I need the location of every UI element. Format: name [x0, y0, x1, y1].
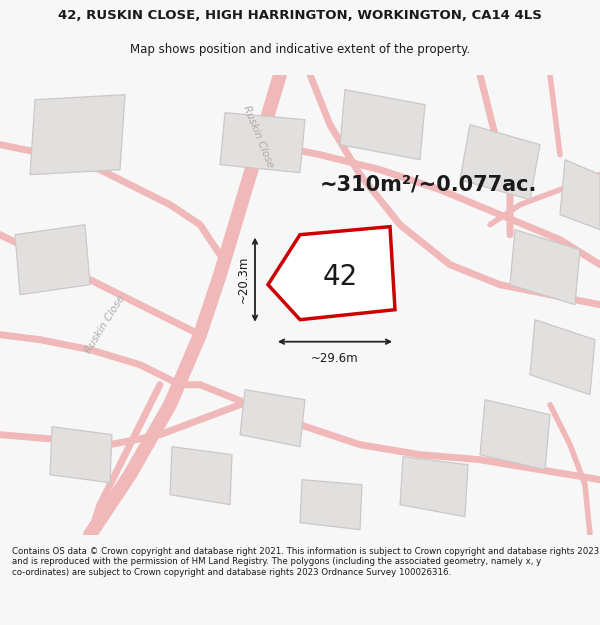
Polygon shape — [170, 447, 232, 505]
Polygon shape — [480, 400, 550, 470]
Polygon shape — [560, 159, 600, 229]
Text: Ruskin Close: Ruskin Close — [83, 294, 127, 356]
Text: Ruskin Close: Ruskin Close — [241, 104, 275, 169]
Text: ~310m²/~0.077ac.: ~310m²/~0.077ac. — [320, 174, 538, 195]
Polygon shape — [400, 457, 468, 517]
Polygon shape — [530, 319, 595, 395]
Text: 42, RUSKIN CLOSE, HIGH HARRINGTON, WORKINGTON, CA14 4LS: 42, RUSKIN CLOSE, HIGH HARRINGTON, WORKI… — [58, 9, 542, 22]
Text: 42: 42 — [322, 262, 358, 291]
Polygon shape — [460, 125, 540, 200]
Polygon shape — [240, 390, 305, 447]
Text: Contains OS data © Crown copyright and database right 2021. This information is : Contains OS data © Crown copyright and d… — [12, 547, 599, 577]
Text: ~20.3m: ~20.3m — [237, 256, 250, 303]
Polygon shape — [220, 112, 305, 173]
Text: Map shows position and indicative extent of the property.: Map shows position and indicative extent… — [130, 44, 470, 56]
Text: ~29.6m: ~29.6m — [311, 352, 359, 364]
Polygon shape — [510, 229, 580, 304]
Polygon shape — [15, 224, 90, 294]
Polygon shape — [300, 480, 362, 529]
Polygon shape — [50, 427, 112, 483]
Polygon shape — [30, 94, 125, 174]
Polygon shape — [340, 89, 425, 159]
Polygon shape — [268, 227, 395, 319]
